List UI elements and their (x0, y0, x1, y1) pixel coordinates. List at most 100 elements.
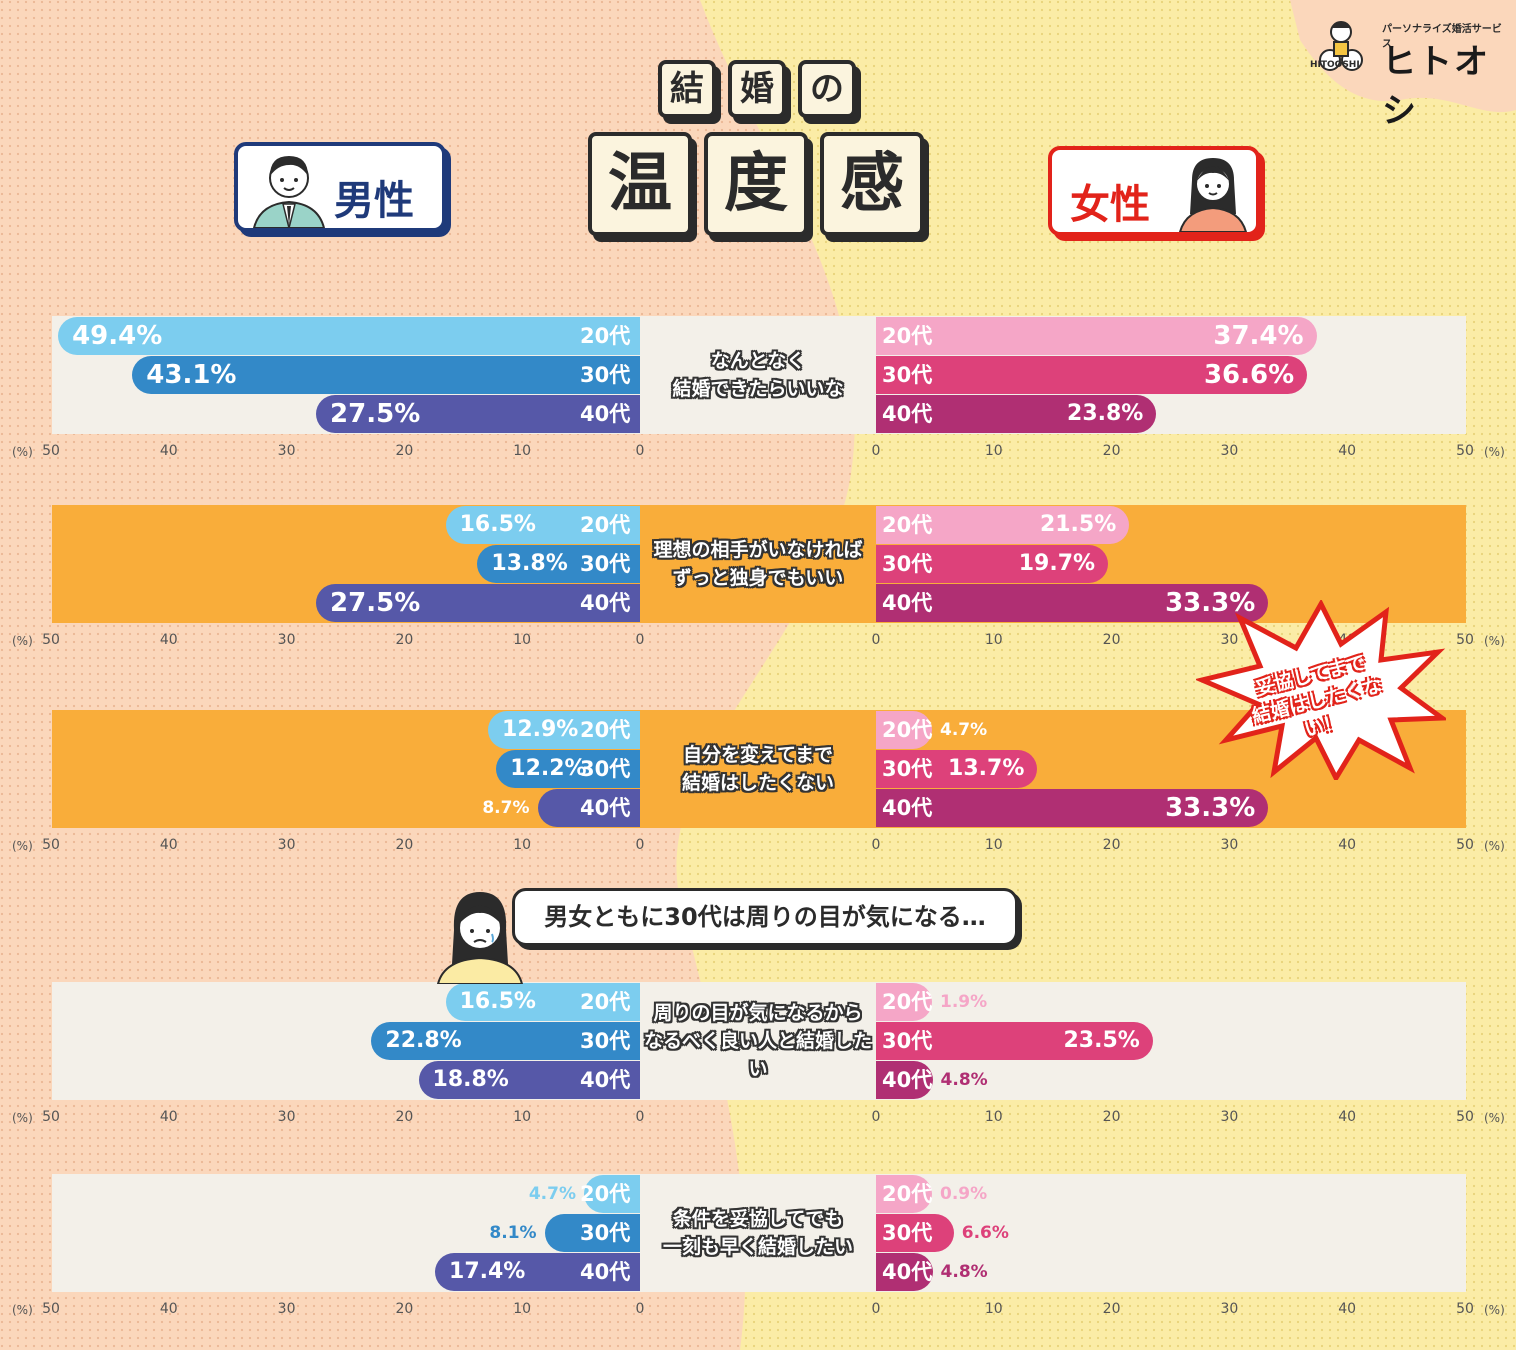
female-axis-tick: 10 (984, 632, 1003, 648)
female-bar (876, 584, 1269, 622)
woman-avatar-icon (1178, 158, 1248, 232)
female-age-label: 30代 (882, 757, 933, 781)
question-label: 自分を変えてまで 結婚はしたくない (640, 710, 876, 828)
male-bar (445, 506, 640, 544)
female-axis-tick: 0 (871, 837, 881, 853)
female-axis-tick: 50 (1456, 1301, 1474, 1317)
male-bar (445, 983, 640, 1021)
male-axis-tick: 20 (395, 443, 414, 459)
male-value-label: 8.1% (489, 1223, 537, 1243)
female-axis-tick: 20 (1102, 1109, 1121, 1125)
male-axis-tick: 50 (42, 1301, 60, 1317)
female-axis-tick: 40 (1338, 1109, 1357, 1125)
male-value-label: 4.7% (528, 1184, 576, 1204)
male-axis-tick: 30 (277, 1109, 296, 1125)
male-age-label: 20代 (580, 718, 631, 742)
axis-unit-left: (%) (12, 1303, 33, 1317)
male-bar (418, 1061, 640, 1099)
female-axis-tick: 20 (1102, 837, 1121, 853)
question-line-2: 結婚はしたくない (681, 772, 834, 794)
male-age-label: 20代 (580, 990, 631, 1014)
female-axis-tick: 30 (1220, 632, 1239, 648)
question-line-2: なるべく良い人と結婚したい (643, 1030, 872, 1080)
male-value-label: 27.5% (330, 399, 421, 429)
female-age-label: 30代 (882, 552, 933, 576)
female-bar (876, 1022, 1153, 1060)
question-line-1: なんとなく (710, 350, 806, 372)
female-age-label: 20代 (882, 718, 933, 742)
female-axis-tick: 50 (1456, 443, 1474, 459)
male-value-label: 16.5% (459, 989, 536, 1014)
female-axis-tick: 20 (1102, 443, 1121, 459)
male-bar (132, 356, 640, 394)
male-axis-tick: 50 (42, 443, 60, 459)
female-axis-tick: 10 (984, 1109, 1003, 1125)
speech-bubble: 男女ともに30代は周りの目が気になる… (512, 888, 1018, 946)
female-value-label: 23.5% (1063, 1028, 1140, 1053)
axis-unit-left: (%) (12, 1111, 33, 1125)
female-axis-tick: 30 (1220, 443, 1239, 459)
female-bar (876, 983, 932, 1021)
female-age-label: 30代 (882, 1221, 933, 1245)
male-bar (316, 584, 640, 622)
female-bar (876, 1175, 932, 1213)
axis-unit-left: (%) (12, 839, 33, 853)
female-axis-tick: 40 (1338, 443, 1357, 459)
logo-name: ヒトオシ (1382, 42, 1490, 131)
question-text: 周りの目が気になるから なるべく良い人と結婚したい (640, 999, 876, 1083)
female-age-label: 20代 (882, 324, 933, 348)
female-age-label: 40代 (882, 591, 933, 615)
female-value-label: 13.7% (948, 756, 1025, 781)
male-axis-tick: 20 (395, 632, 414, 648)
female-value-label: 4.8% (940, 1070, 988, 1090)
female-bar (876, 1253, 933, 1291)
female-age-label: 20代 (882, 990, 933, 1014)
male-badge: 男性 (234, 142, 446, 232)
axis-unit-right: (%) (1484, 1111, 1505, 1125)
axis-unit-right: (%) (1484, 634, 1505, 648)
female-axis-tick: 50 (1456, 837, 1474, 853)
male-value-label: 18.8% (432, 1067, 509, 1092)
logo-mascot-text: HITOOSHI (1310, 60, 1360, 70)
title-char: 結 (658, 60, 716, 118)
male-age-label: 30代 (580, 363, 631, 387)
female-value-label: 4.8% (940, 1262, 988, 1282)
male-age-label: 20代 (580, 1182, 631, 1206)
female-age-label: 20代 (882, 1182, 933, 1206)
female-axis-tick: 20 (1102, 1301, 1121, 1317)
male-axis-tick: 0 (635, 1301, 645, 1317)
female-axis-tick: 50 (1456, 632, 1474, 648)
female-bar (876, 750, 1038, 788)
question-label: 理想の相手がいなければ ずっと独身でもいい (640, 505, 876, 623)
question-line-2: ずっと独身でもいい (672, 567, 844, 589)
male-age-label: 40代 (580, 1068, 631, 1092)
question-text: 自分を変えてまで 結婚はしたくない (682, 741, 834, 797)
female-value-label: 0.9% (940, 1184, 988, 1204)
male-axis-tick: 40 (159, 1109, 178, 1125)
female-bar (876, 356, 1308, 394)
male-value-label: 8.7% (482, 798, 530, 818)
female-bar (876, 711, 932, 749)
female-bar (876, 545, 1109, 583)
male-age-label: 20代 (580, 324, 631, 348)
title-char: 感 (820, 132, 924, 236)
female-axis-tick: 10 (984, 837, 1003, 853)
male-axis-tick: 30 (277, 1301, 296, 1317)
male-age-label: 30代 (580, 1029, 631, 1053)
female-axis-tick: 20 (1102, 632, 1121, 648)
male-axis-tick: 50 (42, 632, 60, 648)
title-char: 婚 (728, 60, 786, 118)
male-age-label: 30代 (580, 757, 631, 781)
female-axis-tick: 30 (1220, 1109, 1239, 1125)
male-bar (316, 395, 640, 433)
question-line-1: 自分を変えてまで (682, 744, 834, 766)
female-axis-tick: 0 (871, 1301, 881, 1317)
female-axis-tick: 40 (1338, 1301, 1357, 1317)
female-value-label: 6.6% (961, 1223, 1009, 1243)
male-age-label: 40代 (580, 1260, 631, 1284)
male-bar (435, 1253, 640, 1291)
male-value-label: 22.8% (385, 1028, 462, 1053)
male-value-label: 12.2% (510, 756, 587, 781)
female-badge: 女性 (1048, 146, 1260, 236)
female-bar (876, 317, 1317, 355)
